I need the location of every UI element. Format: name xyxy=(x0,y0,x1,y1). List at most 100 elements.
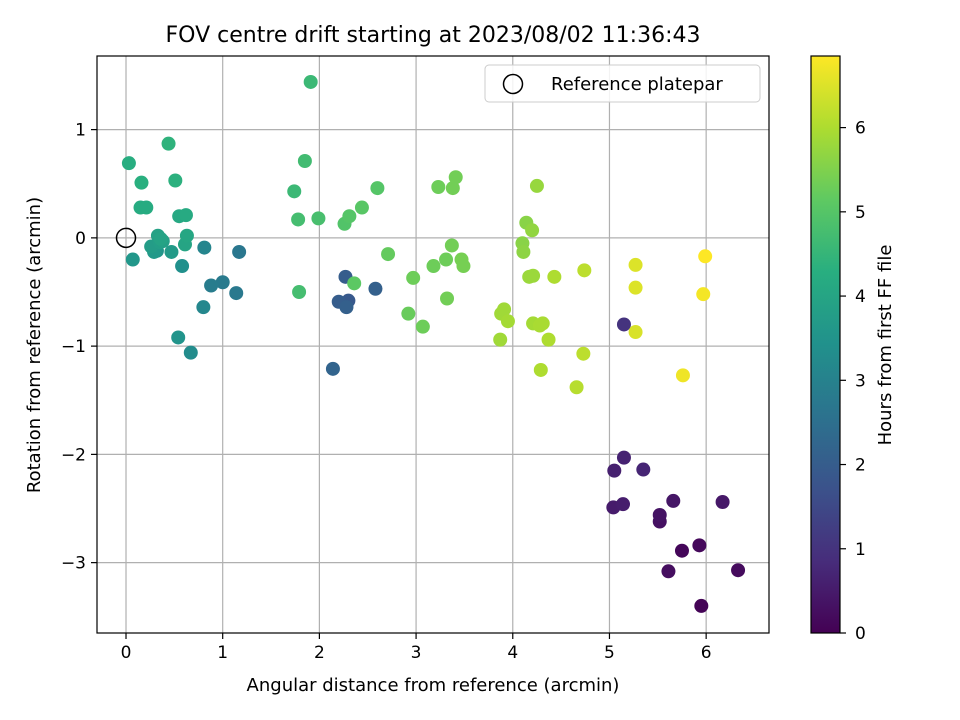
data-point xyxy=(426,259,441,274)
data-point xyxy=(287,184,302,199)
colorbar-gradient xyxy=(810,55,841,634)
legend-box xyxy=(484,64,761,103)
colorbar-tick-label: 2 xyxy=(855,456,866,476)
data-point xyxy=(533,362,548,377)
data-point xyxy=(692,538,707,553)
data-point xyxy=(628,257,643,272)
y-tick-label: −2 xyxy=(61,445,86,465)
data-point xyxy=(456,259,471,274)
data-point xyxy=(440,291,455,306)
x-tick-label: 5 xyxy=(604,643,615,663)
colorbar-label: Hours from first FF file xyxy=(875,245,896,446)
data-point xyxy=(439,252,454,267)
data-point xyxy=(526,268,541,283)
data-point xyxy=(171,330,186,345)
colorbar: 0 1 2 3 4 5 6 Hours from first FF file xyxy=(810,55,896,644)
data-point xyxy=(215,275,230,290)
data-point xyxy=(292,284,307,299)
data-point xyxy=(516,244,531,259)
colorbar-ticks: 0 1 2 3 4 5 6 xyxy=(840,119,866,644)
legend-marker-icon xyxy=(502,73,524,95)
y-tick-label: 1 xyxy=(75,121,86,141)
data-point xyxy=(354,200,369,215)
data-point xyxy=(674,543,689,558)
y-axis-label: Rotation from reference (arcmin) xyxy=(24,197,45,493)
data-point xyxy=(347,276,362,291)
x-tick-label: 4 xyxy=(507,643,518,663)
data-point xyxy=(525,223,540,238)
data-point xyxy=(497,302,512,317)
data-point xyxy=(232,244,247,259)
data-point xyxy=(196,300,211,315)
data-point xyxy=(401,306,416,321)
data-point xyxy=(715,495,730,510)
data-point xyxy=(577,263,592,278)
colorbar-tick-label: 3 xyxy=(855,371,866,391)
x-axis-ticks: 0 1 2 3 4 5 6 xyxy=(121,633,712,663)
data-point xyxy=(731,563,746,578)
data-point xyxy=(628,280,643,295)
y-tick-label: −1 xyxy=(61,337,86,357)
data-point xyxy=(134,175,149,190)
data-point xyxy=(696,287,711,302)
data-point xyxy=(661,564,676,579)
legend-entry-reference-platepar: Reference platepar xyxy=(551,74,723,95)
y-tick-label: −3 xyxy=(61,554,86,574)
data-point xyxy=(325,361,340,376)
data-point xyxy=(636,462,651,477)
data-point xyxy=(139,200,154,215)
plot-frame xyxy=(96,55,770,634)
data-point xyxy=(121,156,136,171)
data-point xyxy=(535,316,550,331)
data-point xyxy=(616,450,631,465)
data-point xyxy=(607,463,622,478)
data-point xyxy=(291,212,306,227)
data-point xyxy=(368,281,383,296)
data-point xyxy=(541,332,556,347)
data-points xyxy=(121,74,746,613)
data-point xyxy=(698,249,713,264)
data-point xyxy=(178,208,193,223)
data-point xyxy=(628,325,643,340)
data-point xyxy=(493,332,508,347)
data-point xyxy=(197,240,212,255)
data-point xyxy=(168,173,183,188)
data-point xyxy=(675,368,690,383)
data-point xyxy=(694,598,709,613)
data-point xyxy=(569,380,584,395)
data-point xyxy=(431,179,446,194)
colorbar-tick-label: 5 xyxy=(855,203,866,223)
legend: Reference platepar xyxy=(484,64,761,103)
data-point xyxy=(576,346,591,361)
colorbar-tick-label: 6 xyxy=(855,119,866,139)
colorbar-tick-label: 1 xyxy=(855,540,866,560)
colorbar-tick-label: 4 xyxy=(855,287,866,307)
chart-title: FOV centre drift starting at 2023/08/02 … xyxy=(166,23,701,48)
colorbar-tick-label: 0 xyxy=(855,624,866,644)
data-point xyxy=(500,314,515,329)
data-point xyxy=(448,170,463,185)
reference-platepar-marker xyxy=(115,227,137,249)
y-tick-label: 0 xyxy=(75,229,86,249)
data-point xyxy=(370,181,385,196)
data-point xyxy=(615,497,630,512)
y-axis-ticks: −3 −2 −1 0 1 xyxy=(61,121,97,574)
data-point xyxy=(164,244,179,259)
data-point xyxy=(297,154,312,169)
x-tick-label: 3 xyxy=(411,643,422,663)
x-tick-label: 6 xyxy=(701,643,712,663)
data-point xyxy=(161,136,176,151)
data-point xyxy=(529,178,544,193)
x-tick-label: 2 xyxy=(314,643,325,663)
data-point xyxy=(444,238,459,253)
data-point xyxy=(381,247,396,262)
grid-lines xyxy=(97,56,769,633)
data-point xyxy=(153,231,168,246)
data-point xyxy=(547,269,562,284)
data-point xyxy=(415,319,430,334)
data-point xyxy=(229,286,244,301)
data-point xyxy=(125,252,140,267)
data-point xyxy=(179,228,194,243)
x-axis-label: Angular distance from reference (arcmin) xyxy=(247,675,620,696)
